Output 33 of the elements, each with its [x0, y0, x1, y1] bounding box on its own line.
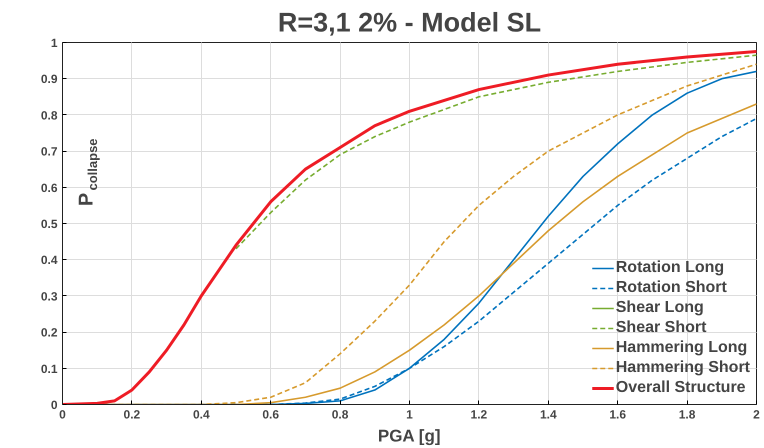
y-tick-label: 0.4 — [40, 253, 58, 268]
x-tick-label: 0.2 — [124, 408, 141, 422]
x-axis-title: PGA [g] — [378, 426, 441, 446]
x-tick-label: 0.8 — [332, 408, 349, 422]
legend-label: Hammering Short — [616, 359, 750, 377]
y-tick-label: 1 — [50, 36, 58, 50]
legend-label: Rotation Long — [616, 259, 724, 277]
x-tick-label: 1 — [406, 408, 414, 422]
y-tick-label: 0.5 — [40, 217, 58, 231]
legend-label: Shear Short — [616, 319, 706, 337]
x-tick-label: 2 — [753, 408, 760, 422]
x-tick-label: 0.4 — [192, 408, 210, 422]
legend-label: Shear Long — [616, 299, 704, 317]
y-tick-label: 0.7 — [40, 144, 58, 159]
y-tick-label: 0.1 — [40, 362, 58, 376]
x-tick-label: 1.4 — [540, 408, 557, 422]
line-series — [235, 54, 756, 250]
y-tick-label: 0.3 — [40, 289, 58, 304]
x-tick-label: 1.6 — [609, 408, 626, 422]
y-tick-label: 0.6 — [40, 180, 58, 195]
x-tick-label: 0.6 — [262, 408, 280, 422]
legend-label: Hammering Long — [616, 339, 748, 357]
y-axis-title: Pcollapse — [76, 138, 100, 206]
chart-title: R=3,1 2% - Model SL — [278, 8, 542, 38]
legend-label: Rotation Short — [616, 279, 727, 297]
x-tick-label: 1.8 — [678, 408, 696, 422]
y-tick-label: 0.8 — [40, 108, 58, 122]
y-tick-label: 0 — [50, 398, 58, 412]
y-tick-label: 0.9 — [40, 72, 58, 86]
y-tick-label: 0.2 — [40, 326, 58, 340]
x-tick-label: 0 — [59, 408, 66, 422]
legend-label: Overall Structure — [616, 379, 746, 397]
x-tick-label: 1.2 — [470, 408, 488, 422]
